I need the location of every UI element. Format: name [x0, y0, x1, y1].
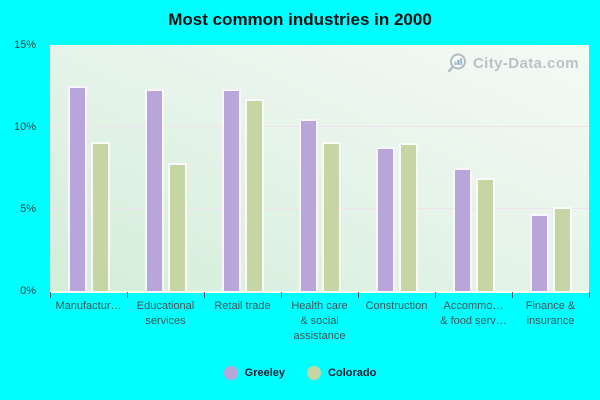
y-axis-label: 5% [20, 203, 36, 215]
bar-group [50, 45, 127, 291]
x-axis-label: Manufactur… [55, 300, 122, 312]
bar-colorado [321, 141, 341, 291]
x-axis-tick [435, 292, 436, 298]
x-axis-tick [589, 292, 590, 298]
legend-item-greeley: Greeley [223, 366, 286, 380]
gridline [50, 126, 589, 127]
y-axis-label: 15% [13, 39, 36, 51]
y-axis-label: 10% [13, 121, 36, 133]
bar-greeley [375, 146, 395, 291]
colorado-swatch-icon [307, 366, 322, 380]
bar-group [512, 45, 589, 291]
bar-colorado [398, 143, 418, 291]
x-axis-tick [512, 292, 513, 298]
legend-label-greeley: Greeley [244, 367, 286, 379]
bar-greeley [529, 213, 549, 291]
y-axis-label: 0% [20, 285, 36, 297]
bars-container [50, 45, 589, 291]
x-axis-label: Health care & social assistance [291, 300, 348, 342]
magnifier-bars-icon [447, 52, 470, 75]
bar-group [204, 45, 281, 291]
plot-area: City-Data.com [50, 45, 589, 293]
legend: Greeley Colorado [0, 366, 600, 380]
chart-title: Most common industries in 2000 [168, 10, 432, 29]
bar-group [358, 45, 435, 291]
x-axis-labels: Manufactur… Educational services Retail tr… [50, 299, 589, 344]
x-axis-label: Retail trade [214, 300, 271, 312]
x-axis-label: Accommo… & food serv… [440, 300, 507, 327]
bar-greeley [298, 118, 318, 291]
bar-group [127, 45, 204, 291]
x-axis-label: Construction [365, 300, 428, 312]
bar-colorado [167, 163, 187, 291]
bar-colorado [90, 141, 110, 291]
bar-colorado [475, 177, 495, 291]
bar-colorado [244, 99, 264, 291]
x-axis-tick [358, 292, 359, 298]
legend-label-colorado: Colorado [328, 367, 377, 379]
bar-greeley [221, 89, 241, 291]
bar-colorado [552, 207, 572, 291]
x-axis-tick [50, 292, 51, 298]
x-axis-tick [127, 292, 128, 298]
greeley-swatch-icon [223, 366, 238, 380]
bar-greeley [144, 89, 164, 291]
gridline [50, 208, 589, 209]
x-axis-label: Educational services [136, 300, 195, 327]
legend-item-colorado: Colorado [307, 366, 376, 380]
x-axis-tick [281, 292, 282, 298]
bar-greeley [67, 86, 87, 291]
bar-group [435, 45, 512, 291]
bar-greeley [452, 168, 472, 291]
watermark-text: City-Data.com [472, 55, 579, 72]
bar-group [281, 45, 358, 291]
x-axis-tick [204, 292, 205, 298]
watermark-link[interactable]: City-Data.com [447, 52, 579, 75]
x-axis-label: Finance & insurance [525, 300, 576, 327]
